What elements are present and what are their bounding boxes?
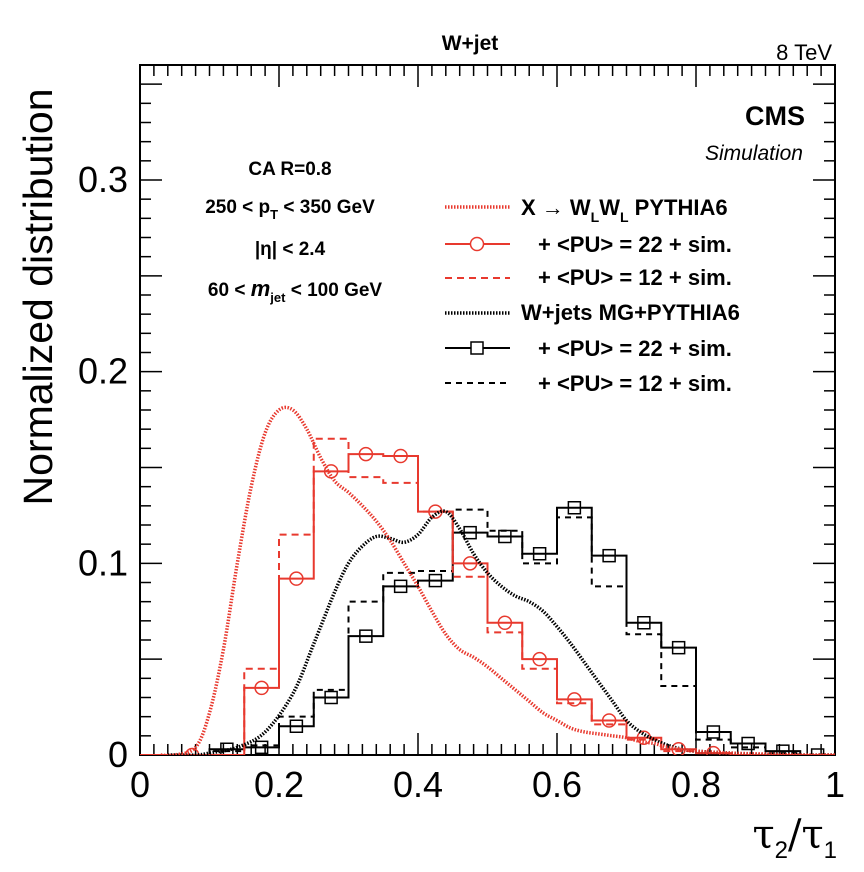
y-tick-label: 0 xyxy=(108,734,128,775)
y-tick-label: 0.1 xyxy=(78,542,128,583)
legend-entry-signal-pu12: + <PU> = 12 + sim. xyxy=(445,265,732,290)
selection-line-2: 250 < pT < 350 GeV xyxy=(205,197,375,222)
series-4-marker xyxy=(532,547,547,561)
axis-ticks xyxy=(139,64,836,756)
selection-line-4: 60 < mjet < 100 GeV xyxy=(208,276,383,305)
plot-frame xyxy=(139,64,836,756)
legend-label-signal-pu12: + <PU> = 12 + sim. xyxy=(538,265,732,290)
series-4-marker xyxy=(463,525,477,540)
series-1-marker xyxy=(393,448,408,464)
series-1-marker xyxy=(462,556,478,571)
legend-label-background-pu22: + <PU> = 22 + sim. xyxy=(538,336,732,361)
legend-label-signal-truth: X → WLWL PYTHIA6 xyxy=(521,195,728,225)
x-tick-label: 0.2 xyxy=(254,764,304,805)
y-tick-label: 0.3 xyxy=(78,159,128,200)
legend-label-signal-pu22: + <PU> = 22 + sim. xyxy=(538,232,732,257)
legend-marker-circle xyxy=(469,236,485,252)
legend-marker-square xyxy=(470,341,484,355)
x-tick-label: 0.4 xyxy=(393,764,443,805)
plot-area xyxy=(140,405,835,755)
legend: X → WLWL PYTHIA6 + <PU> = 22 + sim. + <P… xyxy=(445,195,740,396)
series-4-marker xyxy=(220,742,234,755)
selection-line-3: |η| < 2.4 xyxy=(255,239,326,260)
selection-line-1: CA R=0.8 xyxy=(248,159,331,180)
x-tick-label: 0.6 xyxy=(532,764,582,805)
y-tick-label: 0.2 xyxy=(78,351,128,392)
series-layer xyxy=(140,405,835,755)
series-4-marker xyxy=(254,740,269,755)
series-1-marker xyxy=(601,713,617,728)
series-1-marker xyxy=(567,692,582,707)
energy-label: 8 TeV xyxy=(776,40,832,65)
x-tick-label: 0.8 xyxy=(671,764,721,805)
series-1-marker xyxy=(289,571,304,586)
series-1-histogram xyxy=(140,453,835,755)
series-4-marker xyxy=(602,548,616,563)
series-4-marker xyxy=(741,736,755,751)
series-4-marker xyxy=(324,690,338,705)
series-4-marker xyxy=(498,529,512,544)
legend-label-background-pu12: + <PU> = 12 + sim. xyxy=(538,371,732,396)
series-1-marker xyxy=(254,680,269,696)
x-axis-title: τ2/τ1 xyxy=(753,812,837,864)
series-4-marker xyxy=(706,725,721,739)
x-tick-label: 1 xyxy=(825,764,845,805)
legend-label-background-truth: W+jets MG+PYTHIA6 xyxy=(521,300,740,325)
legend-entry-background: W+jets MG+PYTHIA6 xyxy=(445,300,740,325)
series-4-marker xyxy=(289,719,304,733)
legend-entry-background-pu12: + <PU> = 12 + sim. xyxy=(445,371,732,396)
legend-entry-background-pu22: + <PU> = 22 + sim. xyxy=(445,336,732,361)
series-1-marker xyxy=(323,464,339,479)
selection-box: CA R=0.8 250 < pT < 350 GeV |η| < 2.4 60… xyxy=(205,159,382,305)
series-1-marker xyxy=(358,446,374,462)
tick-labels: 0 0.2 0.4 0.6 0.8 1 0 0.1 0.2 0.3 xyxy=(78,159,845,805)
series-0-curve xyxy=(160,405,835,755)
legend-entry-signal: X → WLWL PYTHIA6 xyxy=(445,195,728,225)
series-4-marker xyxy=(428,573,443,588)
experiment-label: CMS xyxy=(745,101,805,131)
series-3-curve xyxy=(167,509,835,755)
chart-title: W+jet xyxy=(442,32,499,55)
series-1-marker xyxy=(497,615,513,630)
series-4-marker xyxy=(671,640,686,655)
series-4-marker xyxy=(567,501,582,515)
series-1-marker xyxy=(532,651,547,667)
experiment-sub-label: Simulation xyxy=(705,142,803,165)
legend-entry-signal-pu22: + <PU> = 22 + sim. xyxy=(445,232,732,257)
x-tick-label: 0 xyxy=(130,764,150,805)
series-4-marker xyxy=(776,744,790,755)
series-4-marker xyxy=(810,748,825,755)
series-4-marker xyxy=(393,579,408,594)
y-axis-title: Normalized distribution xyxy=(15,88,61,505)
series-4-marker xyxy=(359,629,373,643)
series-4-marker xyxy=(637,616,651,630)
